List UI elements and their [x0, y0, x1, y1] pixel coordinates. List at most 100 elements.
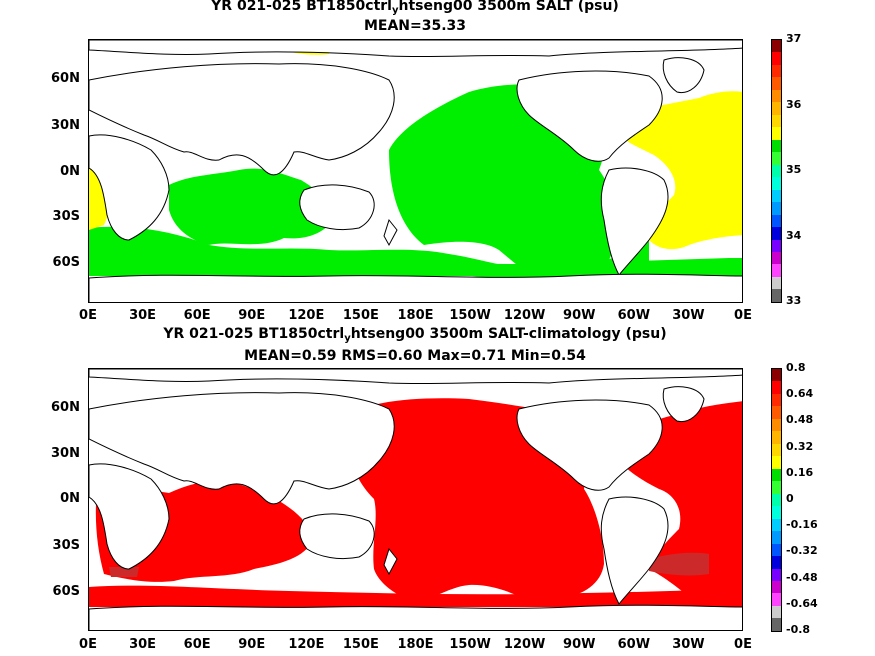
lon-label: 0E	[79, 308, 97, 323]
colorbar-swatch	[772, 164, 781, 178]
colorbar-swatch	[772, 276, 781, 290]
colorbar-label: 35	[786, 163, 802, 176]
panel2-stats: MEAN=0.59 RMS=0.60 Max=0.71 Min=0.54	[244, 348, 586, 364]
colorbar-swatch	[772, 443, 781, 457]
colorbar-label: -0.8	[786, 623, 811, 636]
colorbar-swatch	[772, 152, 781, 165]
colorbar-swatch	[772, 593, 781, 606]
lon-label: 0E	[734, 637, 752, 652]
lon-label: 90W	[563, 308, 596, 323]
colorbar-swatch	[772, 381, 781, 394]
lat-label: 60N	[51, 71, 80, 86]
colorbar-label: 0	[786, 492, 794, 505]
lat-label: 60N	[51, 400, 80, 415]
lat-label: 30N	[51, 118, 80, 133]
colorbar-swatch	[772, 251, 781, 265]
colorbar-swatch	[772, 77, 781, 90]
colorbar-label: 0.48	[786, 413, 814, 427]
colorbar-swatch	[772, 264, 781, 277]
panel1-stats: MEAN=35.33	[363, 18, 467, 34]
lon-label: 30E	[129, 308, 157, 323]
colorbar-swatch	[772, 493, 781, 507]
colorbar-swatch	[772, 289, 781, 302]
colorbar-swatch	[772, 139, 781, 153]
salinity-anomaly-map-canvas	[89, 369, 742, 630]
colorbar-swatch	[772, 431, 781, 444]
lon-label: 120W	[503, 308, 546, 323]
lon-label: 60W	[617, 308, 651, 323]
lon-label: 30E	[129, 637, 157, 652]
lon-label: 180E	[397, 308, 434, 323]
colorbar-label: 37	[786, 32, 802, 45]
colorbar-swatch	[772, 369, 781, 382]
colorbar-swatch	[772, 40, 781, 53]
colorbar-swatch	[772, 64, 781, 78]
lon-label: 0E	[734, 308, 752, 323]
lon-label: 0E	[79, 637, 97, 652]
lon-label: 150W	[449, 308, 491, 323]
lon-label: 120W	[503, 637, 546, 652]
lat-label: 30S	[52, 209, 80, 224]
colorbar-label: -0.64	[786, 596, 818, 610]
colorbar-label: -0.48	[786, 570, 818, 584]
lon-label: 150W	[449, 637, 491, 652]
colorbar-label: 36	[786, 97, 802, 111]
colorbar-label: -0.16	[786, 518, 818, 532]
coastlines	[89, 40, 742, 302]
colorbar-label: 0.16	[786, 465, 814, 479]
colorbar-swatch	[772, 618, 781, 631]
colorbar-swatch	[772, 52, 781, 65]
colorbar-swatch	[772, 406, 781, 419]
salinity-map-canvas	[89, 40, 742, 302]
colorbar-swatch	[772, 580, 781, 594]
colorbar-salt	[771, 39, 782, 303]
lon-label: 90W	[563, 637, 596, 652]
colorbar-swatch	[772, 127, 781, 140]
colorbar-swatch	[772, 506, 781, 519]
lat-label: 0N	[60, 164, 80, 179]
lon-label: 90E	[238, 637, 266, 652]
colorbar-swatch	[772, 531, 781, 544]
colorbar-swatch	[772, 418, 781, 432]
colorbar-swatch	[772, 481, 781, 494]
colorbar-label: 0.32	[786, 439, 814, 453]
colorbar-label: 0.64	[786, 387, 814, 401]
lat-label: 30S	[52, 538, 80, 553]
lon-label: 180E	[397, 637, 434, 652]
panel2-title: YR 021-025 BT1850ctrlyhtseng00 3500m SAL…	[163, 326, 667, 344]
salinity-map	[88, 39, 743, 303]
colorbar-anomaly	[771, 368, 782, 632]
lat-label: 60S	[52, 255, 80, 270]
lat-label: 60S	[52, 584, 80, 599]
colorbar-swatch	[772, 239, 781, 252]
colorbar-swatch	[772, 227, 781, 240]
colorbar-swatch	[772, 202, 781, 215]
colorbar-swatch	[772, 393, 781, 407]
colorbar-label: 0.8	[786, 361, 806, 374]
colorbar-swatch	[772, 177, 781, 190]
lon-label: 60E	[183, 308, 211, 323]
colorbar-swatch	[772, 102, 781, 115]
colorbar-swatch	[772, 114, 781, 128]
lat-label: 30N	[51, 446, 80, 461]
colorbar-swatch	[772, 605, 781, 619]
colorbar-swatch	[772, 556, 781, 569]
colorbar-swatch	[772, 189, 781, 203]
lon-label: 30W	[672, 308, 705, 323]
lon-label: 120E	[288, 308, 325, 323]
colorbar-swatch	[772, 89, 781, 103]
lat-label: 0N	[60, 491, 80, 506]
colorbar-label: 34	[786, 228, 802, 242]
lon-label: 60E	[183, 637, 211, 652]
colorbar-label: 33	[786, 294, 802, 307]
colorbar-swatch	[772, 543, 781, 557]
colorbar-swatch	[772, 214, 781, 228]
lon-label: 120E	[288, 637, 325, 652]
lon-label: 90E	[238, 308, 266, 323]
coastlines	[89, 369, 742, 630]
colorbar-swatch	[772, 456, 781, 469]
colorbar-swatch	[772, 468, 781, 482]
colorbar-label: -0.32	[786, 544, 818, 558]
lon-label: 150E	[342, 637, 379, 652]
lon-label: 30W	[672, 637, 705, 652]
